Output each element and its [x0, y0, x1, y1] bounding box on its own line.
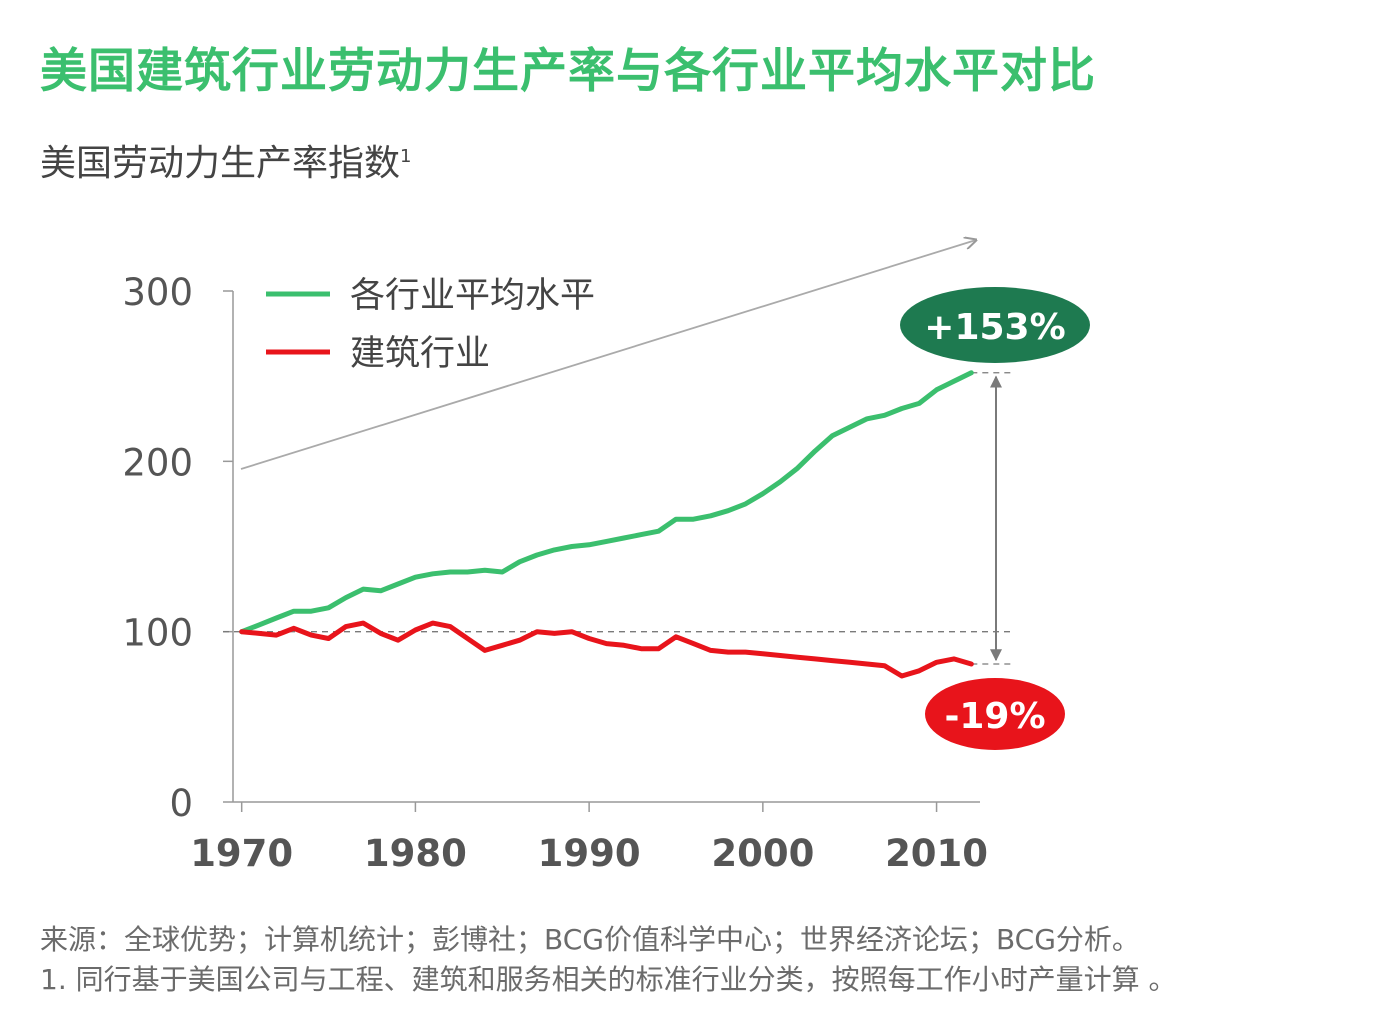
chart-annotations [223, 240, 1015, 665]
change-badges: +153% -19% [900, 287, 1090, 750]
green-change-badge [900, 287, 1090, 363]
x-tick-label: 1980 [364, 832, 467, 875]
footnote-line: 1. 同行基于美国公司与工程、建筑和服务相关的标准行业分类，按照每工作小时产量计… [40, 963, 1177, 996]
y-tick-label: 200 [122, 441, 193, 484]
legend-label: 建筑行业 [350, 334, 490, 374]
red-change-label: -19% [944, 696, 1045, 737]
source-notes: 来源：全球优势；计算机统计；彭博社；BCG价值科学中心；世界经济论坛；BCG分析… [40, 920, 1177, 1000]
y-tick-label: 300 [122, 271, 193, 314]
x-tick-label: 2000 [711, 832, 814, 875]
subtitle-text: 美国劳动力生产率指数 [40, 143, 401, 184]
source-line: 来源：全球优势；计算机统计；彭博社；BCG价值科学中心；世界经济论坛；BCG分析… [40, 923, 1140, 956]
x-tick-label: 2010 [885, 832, 988, 875]
series-line-construction [239, 620, 974, 679]
green-change-label: +153% [924, 307, 1065, 348]
subtitle-footnote-mark: 1 [400, 146, 412, 167]
trend-arrow [240, 240, 976, 470]
axes [223, 290, 980, 812]
series-line-all-industries [239, 370, 974, 635]
x-tick-label: 1970 [190, 832, 293, 875]
y-tick-label: 100 [122, 612, 193, 655]
x-tick-label: 1990 [538, 832, 641, 875]
tick-labels: 0 100 200 300 1970 1980 1990 2000 2010 [122, 271, 988, 875]
y-tick-label: 0 [169, 782, 193, 825]
series-lines [239, 370, 974, 679]
page-title: 美国建筑行业劳动力生产率与各行业平均水平对比 [40, 44, 1096, 99]
legend-label: 各行业平均水平 [350, 276, 595, 316]
red-change-badge [925, 678, 1065, 750]
chart-subtitle: 美国劳动力生产率指数1 [40, 134, 411, 186]
productivity-chart: 0 100 200 300 1970 1980 1990 2000 2010 各行业平均水平建筑… [122, 0, 1090, 875]
